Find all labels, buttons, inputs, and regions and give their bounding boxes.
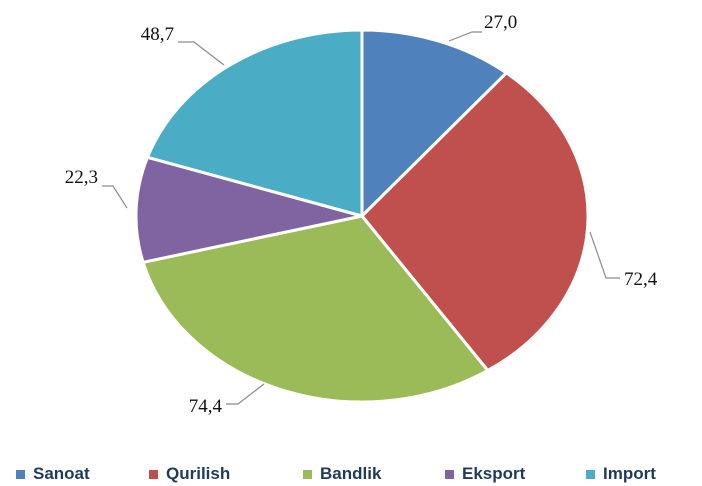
legend-label: Sanoat <box>33 464 90 483</box>
legend-label: Qurilish <box>166 464 231 483</box>
legend-item-eksport[interactable]: Eksport <box>445 464 525 484</box>
legend-item-sanoat[interactable]: Sanoat <box>16 464 90 484</box>
legend-label: Import <box>603 464 656 483</box>
pie-slice-sanoat <box>360 28 509 220</box>
legend-swatch <box>149 469 158 479</box>
leader-line-qurilish <box>589 231 620 279</box>
legend-swatch <box>445 469 454 479</box>
legend: Sanoat Qurilish Bandlik Eksport Import <box>0 464 702 486</box>
legend-swatch <box>586 469 595 479</box>
leader-line-bandlik <box>226 383 265 405</box>
pie-slice-bandlik <box>141 214 491 404</box>
pie-slice-eksport <box>134 155 363 265</box>
legend-item-qurilish[interactable]: Qurilish <box>149 464 230 484</box>
pie-slice-qurilish <box>359 70 590 373</box>
leader-line-sanoat <box>448 31 482 42</box>
data-label-eksport: 22,3 <box>65 167 98 188</box>
legend-swatch <box>303 469 312 479</box>
pie-slice-import <box>145 28 364 218</box>
leader-lines <box>102 31 620 405</box>
legend-swatch <box>16 469 25 479</box>
legend-item-bandlik[interactable]: Bandlik <box>303 464 381 484</box>
data-labels: 27,0 72,4 74,4 22,3 48,7 <box>65 12 658 417</box>
legend-label: Bandlik <box>320 464 382 483</box>
legend-label: Eksport <box>462 464 526 483</box>
pie-slices <box>134 28 590 404</box>
data-label-qurilish: 72,4 <box>624 269 658 290</box>
leader-line-eksport <box>102 185 128 209</box>
data-label-bandlik: 74,4 <box>189 396 223 417</box>
legend-item-import[interactable]: Import <box>586 464 656 484</box>
leader-line-import <box>178 41 225 66</box>
data-label-sanoat: 27,0 <box>484 12 517 33</box>
data-label-import: 48,7 <box>141 24 174 45</box>
